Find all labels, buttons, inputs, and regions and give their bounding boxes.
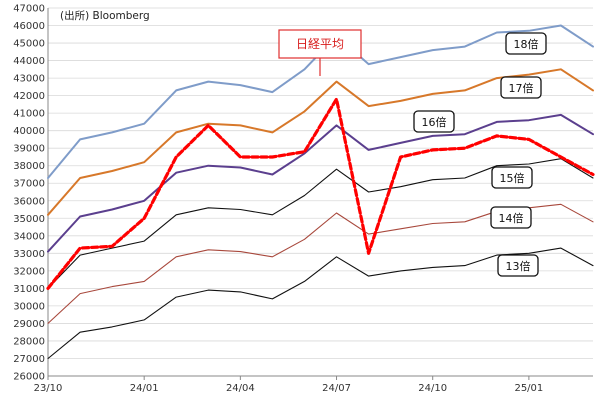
y-tick-label: 46000 [13,21,45,32]
y-tick-label: 27000 [13,354,45,365]
x-tick-label: 24/04 [226,383,255,394]
multiple-label-text: 17倍 [509,81,534,95]
label-layer: 18倍 17倍 16倍 15倍 14倍 13倍 日経平均 [278,29,547,277]
nikkei-callout-box [278,29,362,59]
multiple-label-box [491,166,533,189]
y-tick-label: 28000 [13,336,45,347]
y-tick-label: 31000 [13,284,45,295]
series-line-x16 [47,113,594,253]
y-tick-label: 39000 [13,144,45,155]
x-tick-label: 24/10 [418,383,447,394]
nikkei-callout-label: 日経平均 [296,37,344,51]
y-tick-label: 42000 [13,91,45,102]
x-tick-label: 23/10 [34,383,63,394]
y-tick-label: 33000 [13,249,45,260]
multiple-label-box [490,206,532,229]
multiple-label-text: 14倍 [499,211,524,225]
y-tick-label: 29000 [13,319,45,330]
y-tick-label: 41000 [13,109,45,120]
y-tick-label: 43000 [13,74,45,85]
source-label: (出所) Bloomberg [60,9,150,22]
y-tick-label: 35000 [13,214,45,225]
x-tick-label: 24/07 [322,383,351,394]
series-line-nikkei [46,97,595,290]
multiple-label-text: 18倍 [514,37,539,51]
x-tick-label: 24/01 [130,383,159,394]
multiple-label-box [505,32,547,55]
y-tick-label: 37000 [13,179,45,190]
multiple-label-box [497,254,539,277]
y-tick-label: 30000 [13,301,45,312]
y-tick-label: 32000 [13,266,45,277]
x-tick-label: 25/01 [514,383,543,394]
multiple-label-box [500,76,542,99]
y-tick-label: 34000 [13,231,45,242]
y-tick-label: 47000 [13,4,45,15]
multiple-label-text: 13倍 [506,259,531,273]
y-tick-label: 45000 [13,39,45,50]
y-tick-label: 44000 [13,56,45,67]
multiple-label-box [413,110,455,133]
y-tick-label: 40000 [13,126,45,137]
series-line-x15 [47,158,594,289]
axis-layer: 26000 27000 28000 29000 30000 31000 32000 33000… [13,4,593,394]
y-tick-label: 38000 [13,161,45,172]
multiple-label-text: 16倍 [422,115,447,129]
y-tick-label: 36000 [13,196,45,207]
y-tick-label: 26000 [13,372,45,383]
multiple-label-text: 15倍 [500,171,525,185]
